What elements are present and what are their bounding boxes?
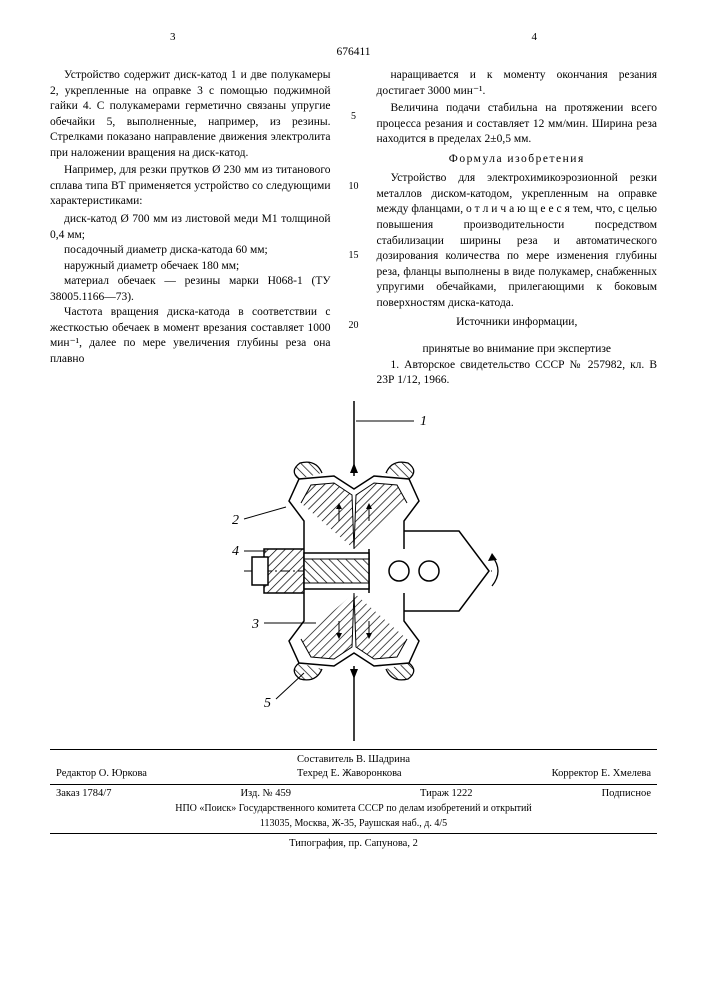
- footer-compiler: Составитель В. Шадрина: [50, 753, 657, 767]
- footer-org: НПО «Поиск» Государственного комитета СС…: [50, 802, 657, 816]
- fig-label-1: 1: [420, 414, 427, 429]
- paragraph: Устройство для электрохимикоэрозионной р…: [377, 171, 658, 311]
- right-column: наращивается и к моменту окончания резан…: [377, 68, 658, 388]
- line-num: 5: [347, 110, 361, 124]
- line-num: 20: [347, 319, 361, 333]
- footer-address: 113035, Москва, Ж-35, Раушская наб., д. …: [50, 817, 657, 831]
- footer-print-info: Заказ 1784/7 Изд. № 459 Тираж 1222 Подпи…: [50, 784, 657, 801]
- footer-subscription: Подписное: [602, 787, 651, 801]
- footer-editor: Редактор О. Юркова: [56, 767, 147, 781]
- paragraph: Частота вращения диска-катода в соответс…: [50, 305, 331, 367]
- paragraph: Например, для резки прутков Ø 230 мм из …: [50, 163, 331, 210]
- page-numbers: 3 4: [50, 30, 657, 45]
- footer: Составитель В. Шадрина Редактор О. Юрков…: [50, 749, 657, 852]
- spec-line: материал обечаек — резины марки Н068-1 (…: [50, 274, 331, 305]
- document-number: 676411: [50, 45, 657, 61]
- fig-label-4: 4: [232, 544, 239, 559]
- line-numbers: 5 10 15 20: [347, 68, 361, 388]
- footer-typography: Типография, пр. Сапунова, 2: [50, 833, 657, 851]
- device-diagram-icon: 1 2 3 4 5: [204, 401, 504, 741]
- footer-order: Заказ 1784/7: [56, 787, 111, 801]
- paragraph: Величина подачи стабильна на протяжении …: [377, 101, 658, 148]
- sources-subtitle: принятые во внимание при экспертизе: [377, 342, 658, 358]
- page-num-left: 3: [170, 30, 176, 45]
- fig-label-3: 3: [251, 617, 259, 632]
- source-ref: 1. Авторское свидетельство СССР № 257982…: [377, 358, 658, 389]
- footer-tirazh: Тираж 1222: [420, 787, 473, 801]
- formula-title: Формула изобретения: [377, 152, 658, 168]
- spec-line: наружный диаметр обечаек 180 мм;: [50, 259, 331, 275]
- page: 3 4 676411 Устройство содержит диск-като…: [0, 0, 707, 871]
- line-num: 10: [347, 180, 361, 194]
- fig-label-5: 5: [264, 696, 271, 711]
- footer-credits: Редактор О. Юркова Техред Е. Жаворонкова…: [50, 767, 657, 781]
- footer-corrector: Корректор Е. Хмелева: [552, 767, 651, 781]
- sources-title: Источники информации,: [377, 315, 658, 331]
- left-column: Устройство содержит диск-катод 1 и две п…: [50, 68, 331, 388]
- page-num-right: 4: [532, 30, 538, 45]
- text-columns: Устройство содержит диск-катод 1 и две п…: [50, 68, 657, 388]
- footer-tech: Техред Е. Жаворонкова: [297, 767, 402, 781]
- footer-izd: Изд. № 459: [240, 787, 291, 801]
- paragraph: наращивается и к моменту окончания резан…: [377, 68, 658, 99]
- spec-line: диск-катод Ø 700 мм из листовой меди М1 …: [50, 212, 331, 243]
- technical-figure: 1 2 3 4 5: [50, 401, 657, 741]
- spec-line: посадочный диаметр диска-катода 60 мм;: [50, 243, 331, 259]
- line-num: 15: [347, 249, 361, 263]
- fig-label-2: 2: [232, 513, 239, 528]
- paragraph: Устройство содержит диск-катод 1 и две п…: [50, 68, 331, 161]
